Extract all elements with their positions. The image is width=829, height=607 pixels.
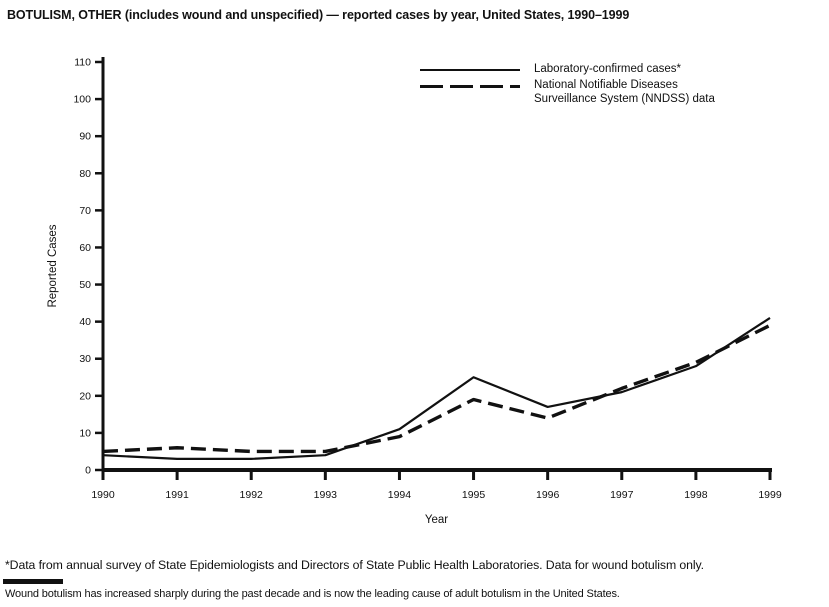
x-tick-label: 1991 — [165, 489, 189, 501]
y-tick-label: 0 — [85, 465, 91, 477]
x-tick-label: 1997 — [610, 489, 634, 501]
y-tick-label: 80 — [79, 168, 91, 180]
y-tick-label: 110 — [74, 57, 91, 69]
x-tick-label: 1996 — [536, 489, 560, 501]
y-tick-label: 30 — [79, 353, 91, 365]
x-tick-label: 1994 — [388, 489, 412, 501]
x-tick-label: 1999 — [758, 489, 782, 501]
y-tick-label: 40 — [79, 316, 91, 328]
line-chart: 0 10 20 30 40 50 60 70 80 90 100 110 1990 1991 1992 199… — [47, 57, 782, 527]
series-line-nndss — [102, 323, 771, 454]
footnote-wound-botulism: Wound botulism has increased sharply dur… — [5, 588, 620, 600]
x-tick-label: 1998 — [684, 489, 708, 501]
legend-solid-line-sample — [420, 69, 520, 71]
series-line-lab-confirmed — [102, 317, 771, 460]
y-tick-label: 50 — [79, 279, 91, 291]
y-axis-title: Reported Cases — [47, 224, 59, 307]
y-tick-label: 10 — [79, 427, 91, 439]
legend-label-nndss: National Notifiable Diseases Surveillanc… — [534, 79, 715, 105]
legend: Laboratory-confirmed cases* National Not… — [420, 62, 724, 108]
x-tick-label: 1995 — [462, 489, 486, 501]
figure-title: BOTULISM, OTHER (includes wound and unsp… — [7, 8, 630, 22]
x-tick-label: 1993 — [314, 489, 338, 501]
y-tick-label: 100 — [73, 94, 91, 106]
footnote-divider — [3, 579, 63, 584]
x-tick-label: 1990 — [91, 489, 115, 501]
y-tick-label: 90 — [79, 131, 91, 143]
y-tick-label: 70 — [79, 205, 91, 217]
legend-item-nndss: National Notifiable Diseases Surveillanc… — [420, 78, 724, 106]
x-axis-title: Year — [425, 514, 448, 526]
legend-label-lab-confirmed: Laboratory-confirmed cases* — [534, 63, 682, 75]
x-tick-label: 1992 — [240, 489, 264, 501]
y-tick-label: 60 — [79, 242, 91, 254]
footnote-data-source: *Data from annual survey of State Epidem… — [5, 558, 704, 572]
legend-item-lab-confirmed: Laboratory-confirmed cases* — [420, 62, 724, 76]
y-tick-label: 20 — [79, 390, 91, 402]
legend-dashed-line-sample — [420, 84, 520, 88]
